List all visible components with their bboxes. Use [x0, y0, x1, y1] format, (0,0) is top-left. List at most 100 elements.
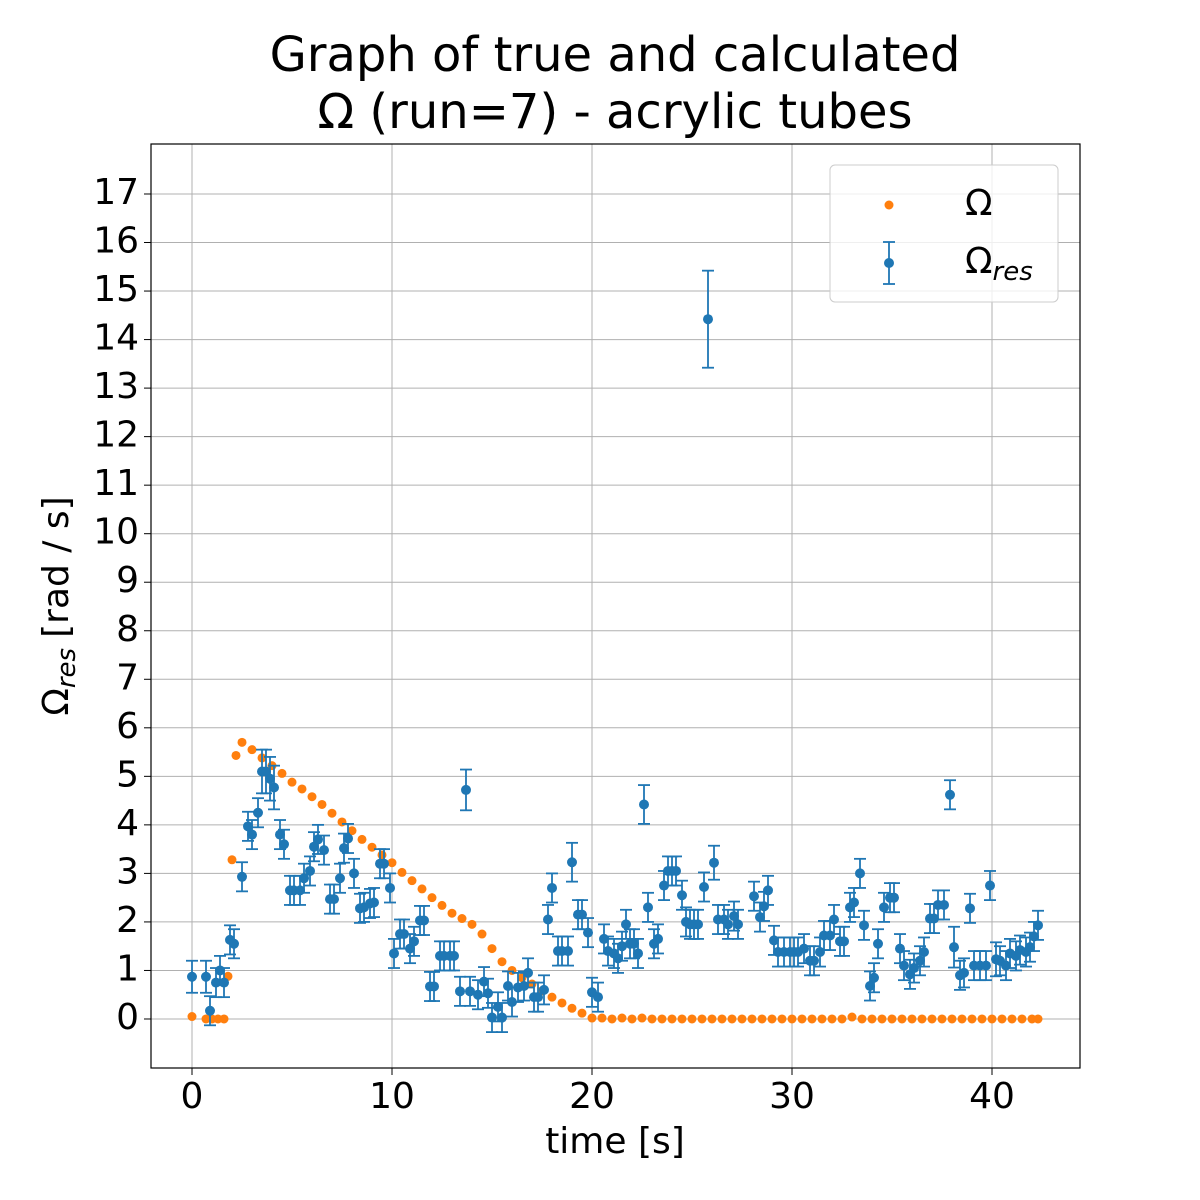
- point: [797, 1014, 807, 1024]
- y-axis-label-subscript: res: [52, 648, 82, 688]
- point: [343, 833, 353, 844]
- point: [767, 1014, 777, 1024]
- point: [939, 899, 949, 910]
- point: [699, 881, 709, 892]
- point: [407, 876, 417, 886]
- legend-box: [829, 164, 1059, 303]
- point: [755, 912, 765, 923]
- point: [349, 868, 359, 879]
- point: [1007, 1014, 1017, 1024]
- point: [617, 941, 627, 952]
- point: [187, 971, 197, 982]
- point: [247, 745, 257, 755]
- point: [317, 799, 327, 809]
- point: [261, 766, 271, 777]
- point: [577, 1008, 587, 1018]
- chart-title: Ω (run=7) - acrylic tubes: [317, 84, 912, 140]
- point: [965, 903, 975, 914]
- y-tick-label: 10: [93, 512, 139, 553]
- y-tick-label: 9: [116, 560, 139, 601]
- point: [307, 792, 317, 802]
- point: [533, 992, 543, 1003]
- point: [305, 865, 315, 876]
- point: [275, 829, 285, 840]
- y-tick-label: 16: [93, 221, 139, 262]
- point: [621, 919, 631, 930]
- point: [687, 1014, 697, 1024]
- point: [493, 1001, 503, 1012]
- point: [447, 908, 457, 918]
- point: [279, 839, 289, 850]
- point: [757, 1014, 767, 1024]
- point: [827, 1014, 837, 1024]
- point: [313, 834, 323, 845]
- legend-swatch: [884, 258, 894, 268]
- point: [567, 1003, 577, 1013]
- point: [253, 807, 263, 818]
- point: [229, 938, 239, 949]
- point: [387, 858, 397, 868]
- point: [243, 821, 253, 832]
- point: [465, 986, 475, 997]
- y-tick-label: 1: [116, 948, 139, 989]
- point: [327, 808, 337, 818]
- x-tick-label: 30: [769, 1076, 815, 1117]
- chart-title: Graph of true and calculated: [270, 27, 961, 83]
- point: [497, 957, 507, 967]
- point: [427, 893, 437, 903]
- point: [919, 947, 929, 958]
- point: [503, 980, 513, 991]
- y-axis-label-unit: [rad / s]: [36, 496, 77, 638]
- point: [417, 884, 427, 894]
- point: [583, 927, 593, 938]
- point: [547, 882, 557, 893]
- y-tick-label: 7: [116, 657, 139, 698]
- point: [329, 894, 339, 905]
- point: [557, 998, 567, 1008]
- point: [607, 1014, 617, 1024]
- point: [367, 842, 377, 852]
- point: [419, 915, 429, 926]
- point: [483, 988, 493, 999]
- point: [237, 871, 247, 882]
- legend-label-subscript: res: [993, 257, 1033, 287]
- point: [1017, 1014, 1027, 1024]
- point: [703, 314, 713, 325]
- point: [867, 1014, 877, 1024]
- point: [899, 960, 909, 971]
- point: [837, 1014, 847, 1024]
- x-tick-label: 40: [969, 1076, 1015, 1117]
- point: [733, 919, 743, 930]
- point: [247, 829, 257, 840]
- point: [985, 880, 995, 891]
- point: [389, 948, 399, 959]
- point: [643, 902, 653, 913]
- y-tick-label: 6: [116, 706, 139, 747]
- marks: [186, 269, 1044, 1033]
- point: [749, 891, 759, 902]
- point: [205, 1005, 215, 1016]
- point: [617, 1013, 627, 1023]
- point: [709, 857, 719, 868]
- legend-label-name: Ω: [965, 241, 993, 282]
- point: [829, 914, 839, 925]
- y-axis-label: Ωres [rad / s]: [36, 496, 82, 715]
- point: [201, 971, 211, 982]
- point: [639, 799, 649, 810]
- point: [377, 850, 387, 860]
- point: [477, 929, 487, 939]
- point: [677, 890, 687, 901]
- point: [945, 789, 955, 800]
- point: [889, 892, 899, 903]
- x-axis-label: time [s]: [545, 1121, 685, 1162]
- point: [467, 919, 477, 929]
- point: [759, 901, 769, 912]
- point: [869, 972, 879, 983]
- y-tick-label: 4: [116, 803, 139, 844]
- point: [907, 1014, 917, 1024]
- point: [461, 784, 471, 795]
- point: [455, 986, 465, 997]
- point: [597, 1013, 607, 1023]
- point: [825, 930, 835, 941]
